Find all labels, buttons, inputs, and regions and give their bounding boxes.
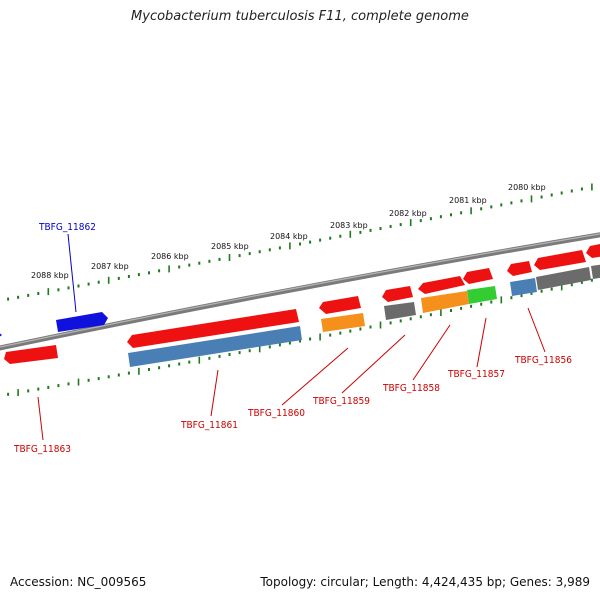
leader-tbfg-11862 — [67, 233, 77, 313]
leader-tbfg-11857 — [476, 317, 487, 368]
feature-red-2083[interactable] — [319, 296, 361, 314]
leader-tbfg-11856 — [527, 307, 546, 353]
feature-tbfg-11863[interactable] — [4, 345, 58, 364]
feature-tbfg-11862[interactable] — [56, 312, 108, 332]
gene-label-tbfg-11863[interactable]: TBFG_11863 — [13, 444, 71, 455]
ruler-outer-ticks — [7, 183, 593, 301]
ruler-label-2088: 2088 kbp — [31, 271, 69, 280]
ruler-label-2087: 2087 kbp — [91, 262, 129, 271]
leader-tbfg-11861 — [210, 369, 219, 417]
leader-tbfg-11863 — [37, 396, 44, 441]
leader-tbfg-11858 — [412, 324, 451, 381]
ruler-label-2081: 2081 kbp — [449, 196, 487, 205]
ruler-label-2080: 2080 kbp — [508, 183, 546, 192]
feature-red-2082[interactable] — [382, 286, 413, 302]
feature-red-2081b[interactable] — [463, 268, 493, 284]
feature-tbfg-11861[interactable] — [128, 326, 302, 367]
genome-backbone-highlight — [0, 233, 600, 348]
gene-label-tbfg-11858[interactable]: TBFG_11858 — [382, 383, 440, 394]
accession-text: Accession: NC_009565 — [10, 575, 147, 589]
genome-backbone — [0, 232, 600, 351]
feature-tbfg-11859[interactable] — [384, 302, 416, 320]
ruler-label-2086: 2086 kbp — [151, 252, 189, 261]
ruler-label-2084: 2084 kbp — [270, 232, 308, 241]
gene-label-tbfg-11859[interactable]: TBFG_11859 — [312, 396, 370, 407]
feature-tbfg-11860[interactable] — [321, 313, 365, 332]
feature-tbfg-11857[interactable] — [467, 286, 497, 304]
ruler-label-2082: 2082 kbp — [389, 209, 427, 218]
feature-tbfg-11861-red[interactable] — [127, 309, 299, 348]
topology-text: Topology: circular; Length: 4,424,435 bp… — [260, 575, 590, 589]
ruler-inner-ticks — [7, 278, 593, 397]
feature-gray-2080b[interactable] — [591, 264, 600, 279]
ruler-label-2083: 2083 kbp — [330, 221, 368, 230]
feature-red-2081a[interactable] — [418, 276, 465, 294]
leader-tbfg-11859 — [341, 334, 406, 394]
feature-gray-2080a[interactable] — [536, 267, 591, 290]
gene-label-tbfg-11861[interactable]: TBFG_11861 — [180, 420, 238, 431]
feature-red-2080b[interactable] — [534, 250, 586, 270]
map-title: Mycobacterium tuberculosis F11, complete… — [131, 9, 469, 24]
feature-red-2080a[interactable] — [507, 261, 532, 276]
feature-red-2080c[interactable] — [586, 243, 600, 258]
feature-tbfg-11856[interactable] — [510, 278, 537, 296]
feature-blue-edge[interactable] — [0, 332, 2, 338]
gene-label-tbfg-11856[interactable]: TBFG_11856 — [514, 355, 572, 366]
gene-label-tbfg-11862[interactable]: TBFG_11862 — [38, 222, 96, 233]
ruler-label-2085: 2085 kbp — [211, 242, 249, 251]
gene-label-tbfg-11857[interactable]: TBFG_11857 — [447, 369, 505, 380]
leader-tbfg-11860 — [281, 347, 349, 406]
gene-label-tbfg-11860[interactable]: TBFG_11860 — [247, 408, 305, 419]
feature-tbfg-11858[interactable] — [421, 291, 469, 313]
